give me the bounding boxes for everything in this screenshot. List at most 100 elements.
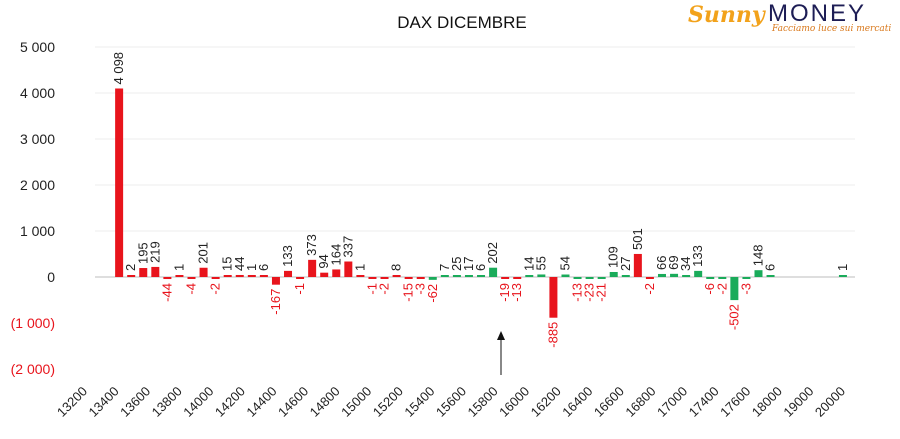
data-label-14300: 164 bbox=[328, 244, 343, 266]
logo-sunny-text: Sunny bbox=[688, 2, 765, 28]
data-label-14600: -15 bbox=[401, 283, 416, 302]
data-label-13400: 4 098 bbox=[111, 52, 126, 85]
y-tick-label: 3 000 bbox=[20, 131, 55, 147]
bar-14100 bbox=[284, 270, 293, 277]
data-label-15200: -885 bbox=[545, 322, 560, 348]
y-tick-label: 0 bbox=[47, 269, 55, 285]
bar-14400 bbox=[356, 275, 365, 277]
data-label-15650: 66 bbox=[654, 255, 669, 269]
logo: Sunny MONEY Facciamo luce sui mercati bbox=[688, 0, 892, 36]
bar-13650 bbox=[175, 275, 184, 277]
x-tick-label: 14800 bbox=[307, 384, 343, 420]
bar-15050 bbox=[513, 277, 522, 279]
bar-15450 bbox=[609, 271, 618, 277]
data-label-13450: 2 bbox=[123, 264, 138, 271]
data-label-15550: 501 bbox=[630, 228, 645, 250]
bar-15800 bbox=[694, 270, 703, 277]
data-label-14050: -167 bbox=[268, 289, 283, 315]
data-label-16100: 6 bbox=[763, 264, 778, 271]
data-label-15100: 14 bbox=[521, 257, 536, 271]
x-axis: 1320013400136001380014000142001440014600… bbox=[54, 384, 848, 420]
x-tick-label: 15000 bbox=[338, 384, 374, 420]
data-label-13600: -44 bbox=[159, 283, 174, 302]
x-tick-label: 18000 bbox=[749, 384, 785, 420]
data-label-14750: 7 bbox=[437, 264, 452, 271]
data-label-15350: -23 bbox=[582, 283, 597, 302]
data-label-15450: 109 bbox=[606, 246, 621, 268]
bar-15850 bbox=[706, 277, 715, 279]
x-tick-label: 13400 bbox=[86, 384, 122, 420]
data-label-13700: -4 bbox=[184, 283, 199, 295]
data-label-13650: 1 bbox=[171, 264, 186, 271]
bar-15750 bbox=[682, 275, 691, 277]
bar-14900 bbox=[477, 275, 486, 277]
data-label-16000: -3 bbox=[738, 283, 753, 295]
data-label-15150: 55 bbox=[533, 256, 548, 270]
y-axis: 5 000 4 000 3 000 2 000 1 000 0 (1 000) (2 000) bbox=[11, 39, 56, 377]
x-tick-label: 19000 bbox=[780, 384, 816, 420]
x-tick-label: 15800 bbox=[465, 384, 501, 420]
gridlines bbox=[95, 46, 855, 278]
y-tick-label: 4 000 bbox=[20, 85, 55, 101]
data-label-15950: -502 bbox=[726, 304, 741, 330]
bar-14650 bbox=[416, 277, 425, 279]
bar-15150 bbox=[537, 274, 546, 277]
bar-16000 bbox=[742, 277, 751, 279]
data-label-13950: 1 bbox=[244, 264, 259, 271]
data-label-15400: -21 bbox=[594, 283, 609, 302]
bar-13600 bbox=[163, 277, 172, 280]
x-tick-label: 14600 bbox=[275, 384, 311, 420]
bar-14700 bbox=[428, 277, 437, 280]
x-tick-label: 20000 bbox=[812, 384, 848, 420]
x-tick-label: 17600 bbox=[717, 384, 753, 420]
x-tick-label: 16800 bbox=[622, 384, 658, 420]
data-label-14700: -62 bbox=[425, 284, 440, 303]
data-label-15800: 133 bbox=[690, 245, 705, 267]
data-label-14200: 373 bbox=[304, 234, 319, 256]
bar-15000 bbox=[501, 277, 510, 279]
bar-16100 bbox=[766, 275, 775, 277]
data-label-14000: 6 bbox=[256, 264, 271, 271]
data-labels: 4 0982195219-441-4201-2154416-167133-137… bbox=[111, 52, 850, 348]
x-tick-label: 17400 bbox=[686, 384, 722, 420]
bar-14950 bbox=[489, 267, 498, 277]
data-label-14450: -1 bbox=[364, 283, 379, 295]
bar-15200 bbox=[549, 277, 558, 318]
data-label-14150: -1 bbox=[292, 283, 307, 295]
y-tick-label: 1 000 bbox=[20, 223, 55, 239]
bar-13400 bbox=[115, 88, 124, 277]
data-label-15500: 27 bbox=[618, 257, 633, 271]
bar-13900 bbox=[235, 274, 244, 277]
data-label-13750: 201 bbox=[196, 242, 211, 264]
bar-14350 bbox=[344, 261, 353, 277]
data-label-13500: 195 bbox=[135, 242, 150, 264]
data-label-15750: 34 bbox=[678, 257, 693, 271]
bar-14000 bbox=[259, 275, 268, 277]
data-label-15300: -13 bbox=[570, 283, 585, 302]
bar-15550 bbox=[633, 253, 642, 277]
marker-arrow-head bbox=[497, 331, 505, 340]
logo-money-text: MONEY bbox=[768, 0, 867, 27]
data-label-15900: -2 bbox=[714, 283, 729, 295]
data-label-13900: 44 bbox=[232, 257, 247, 271]
x-tick-label: 16600 bbox=[591, 384, 627, 420]
bar-14050 bbox=[271, 277, 280, 285]
bar-14300 bbox=[332, 269, 341, 277]
x-tick-label: 16400 bbox=[559, 384, 595, 420]
bar-13950 bbox=[247, 275, 256, 277]
data-label-13850: 15 bbox=[220, 257, 235, 271]
data-label-15000: -19 bbox=[497, 283, 512, 302]
bar-14750 bbox=[440, 275, 449, 277]
data-label-14350: 337 bbox=[340, 236, 355, 258]
bar-15950 bbox=[730, 277, 739, 301]
bar-16050 bbox=[754, 270, 763, 277]
data-label-14650: -3 bbox=[413, 283, 428, 295]
data-label-15700: 69 bbox=[666, 255, 681, 269]
data-label-14800: 25 bbox=[449, 257, 464, 271]
x-tick-label: 14400 bbox=[243, 384, 279, 420]
bars bbox=[115, 88, 847, 318]
bar-15100 bbox=[525, 275, 534, 277]
data-label-16400: 1 bbox=[835, 264, 850, 271]
x-tick-label: 14000 bbox=[180, 384, 216, 420]
